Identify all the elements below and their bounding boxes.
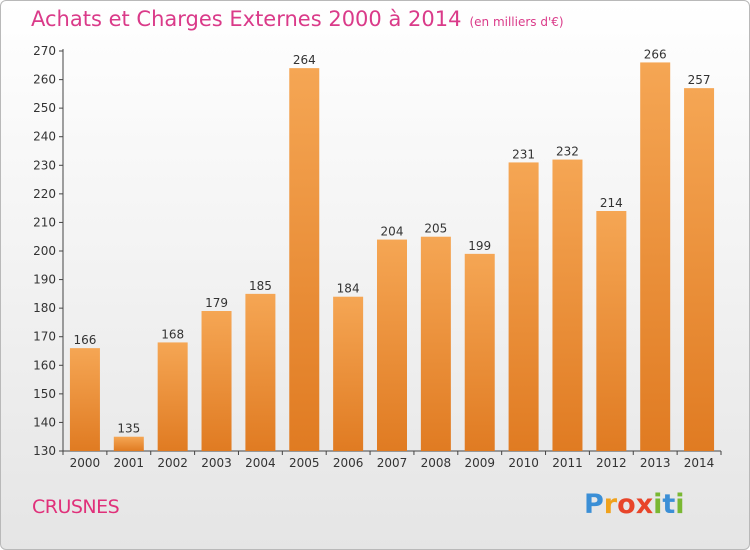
data-label-2011: 232 <box>556 145 579 159</box>
bar-2010 <box>508 162 539 451</box>
x-tick-label: 2002 <box>157 456 188 470</box>
x-tick-label: 2013 <box>640 456 671 470</box>
y-tick-label: 270 <box>33 44 56 58</box>
y-tick-label: 220 <box>33 187 56 201</box>
chart-unit: (en milliers d'€) <box>469 15 564 29</box>
data-label-2007: 204 <box>381 225 404 239</box>
chart-bars <box>69 62 715 452</box>
data-label-2014: 257 <box>688 73 711 87</box>
data-label-2002: 168 <box>161 327 184 341</box>
bar-2011 <box>552 159 583 452</box>
bar-2001 <box>113 436 144 451</box>
data-label-2000: 166 <box>73 333 96 347</box>
x-tick-label: 2012 <box>596 456 627 470</box>
bar-2004 <box>245 293 276 451</box>
chart-title: Achats et Charges Externes 2000 à 2014 (e… <box>31 7 564 31</box>
y-tick-label: 180 <box>33 301 56 315</box>
chart-data-labels: 166 135 168 179 185 264 184 204 205 199 231 232 214 2… <box>73 47 710 435</box>
y-tick-label: 130 <box>33 444 56 458</box>
x-tick-label: 2009 <box>464 456 495 470</box>
x-tick-label: 2011 <box>552 456 583 470</box>
bar-2007 <box>377 239 407 451</box>
bar-2009 <box>464 253 495 451</box>
logo-letter: P <box>584 489 604 520</box>
proxiti-logo: Proxiti <box>584 489 685 520</box>
x-tick-label: 2004 <box>245 456 276 470</box>
bar-2003 <box>201 311 232 451</box>
bar-2002 <box>157 342 188 451</box>
y-tick-label: 230 <box>33 158 56 172</box>
y-tick-label: 200 <box>33 244 56 258</box>
y-tick-label: 190 <box>33 273 56 287</box>
data-label-2010: 231 <box>512 147 535 161</box>
data-label-2008: 205 <box>424 222 447 236</box>
bar-2008 <box>420 236 451 451</box>
x-tick-label: 2008 <box>421 456 452 470</box>
y-tick-label: 150 <box>33 387 56 401</box>
y-tick-label: 240 <box>33 130 56 144</box>
bar-2006 <box>333 296 364 451</box>
y-tick-label: 160 <box>33 358 56 372</box>
logo-letter: i <box>653 489 663 520</box>
data-label-2006: 184 <box>337 282 360 296</box>
x-tick-label: 2000 <box>70 456 101 470</box>
town-name: CRUSNES <box>32 496 120 518</box>
bar-2014 <box>684 88 715 452</box>
data-label-2009: 199 <box>468 239 491 253</box>
data-label-2012: 214 <box>600 196 623 210</box>
x-tick-label: 2001 <box>114 456 145 470</box>
x-tick-label: 2005 <box>289 456 320 470</box>
x-tick-label: 2014 <box>684 456 715 470</box>
x-tick-label: 2007 <box>377 456 408 470</box>
x-tick-label: 2003 <box>201 456 232 470</box>
data-label-2013: 266 <box>644 47 667 61</box>
data-label-2004: 185 <box>249 279 272 293</box>
y-tick-label: 250 <box>33 101 56 115</box>
x-tick-label: 2010 <box>508 456 539 470</box>
y-tick-label: 140 <box>33 415 56 429</box>
logo-letter: i <box>675 489 685 520</box>
chart-axes: 130 140 150 160 170 180 190 200 210 220 230 240 250 2… <box>33 44 722 470</box>
bar-2000 <box>69 348 100 451</box>
logo-letter: r <box>603 489 618 520</box>
bar-2005 <box>289 68 320 452</box>
bar-2013 <box>640 62 671 452</box>
data-label-2001: 135 <box>117 422 140 436</box>
bar-2012 <box>596 211 627 451</box>
chart-title-text: Achats et Charges Externes 2000 à 2014 <box>31 7 462 31</box>
logo-letter: t <box>662 489 676 520</box>
y-tick-label: 260 <box>33 73 56 87</box>
logo-letter: x <box>635 489 654 520</box>
data-label-2003: 179 <box>205 296 228 310</box>
y-tick-label: 210 <box>33 215 56 229</box>
logo-letter: o <box>617 489 636 520</box>
data-label-2005: 264 <box>293 53 316 67</box>
x-tick-label: 2006 <box>333 456 364 470</box>
y-tick-label: 170 <box>33 330 56 344</box>
